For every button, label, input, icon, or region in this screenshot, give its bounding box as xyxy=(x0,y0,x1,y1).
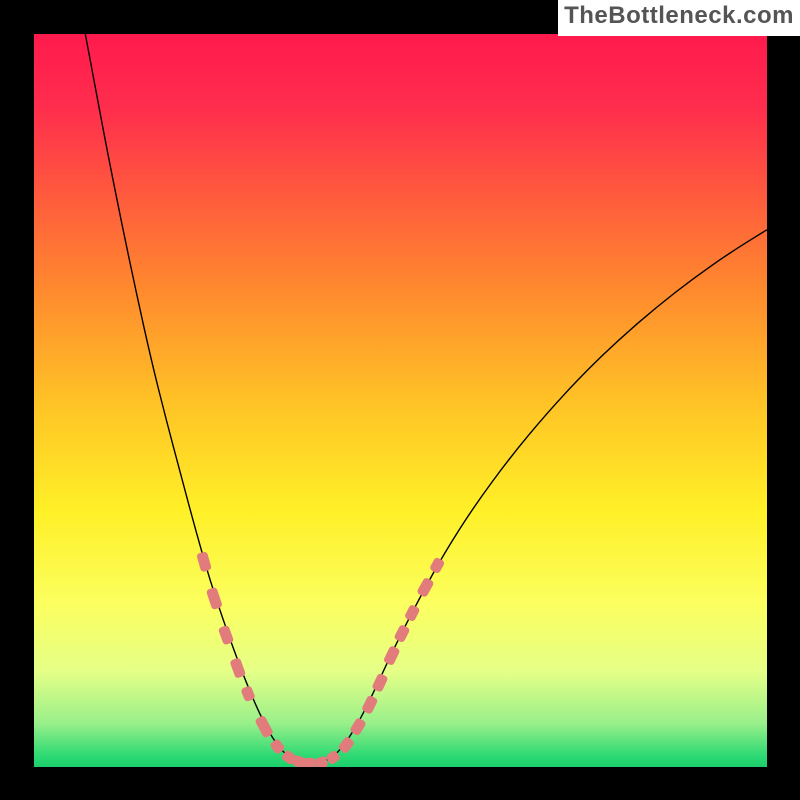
watermark-text: TheBottleneck.com xyxy=(564,2,794,29)
data-marker xyxy=(304,758,315,767)
bottleneck-chart xyxy=(34,34,767,767)
chart-container: TheBottleneck.com xyxy=(0,0,800,800)
watermark: TheBottleneck.com xyxy=(558,0,800,36)
chart-background xyxy=(34,34,767,767)
